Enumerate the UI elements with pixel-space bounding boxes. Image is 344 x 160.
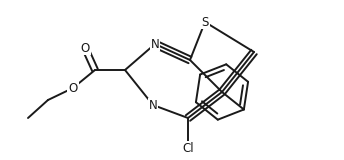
Text: S: S [201, 16, 209, 28]
Text: O: O [80, 41, 90, 55]
Text: O: O [68, 81, 78, 95]
Text: Cl: Cl [182, 141, 194, 155]
Text: N: N [149, 99, 157, 112]
Text: N: N [151, 37, 159, 51]
